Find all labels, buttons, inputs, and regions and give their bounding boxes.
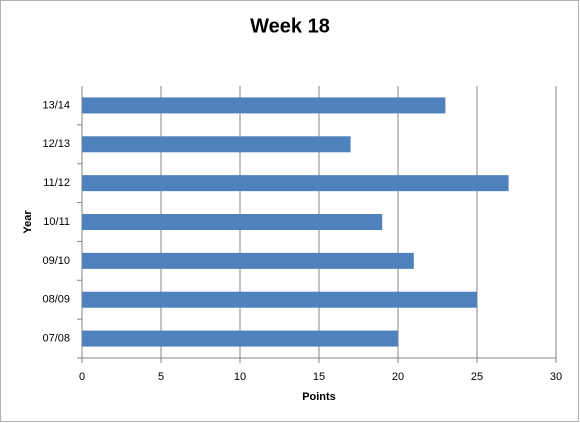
y-tick-label: 12/13 [42,138,70,150]
bar [82,175,509,192]
y-tick-label: 10/11 [43,216,70,228]
bar [82,252,414,269]
y-tick-label: 13/14 [42,99,70,111]
chart-title: Week 18 [250,15,330,37]
x-axis-title: Points [302,391,336,403]
y-tick-label: 08/09 [42,294,70,306]
x-tick-label: 15 [313,371,325,383]
x-tick-label: 0 [79,371,85,383]
bar [82,136,351,153]
bar [82,291,477,308]
y-tick-label: 09/10 [42,255,70,267]
x-tick-label: 20 [392,371,404,383]
x-tick-label: 10 [234,371,246,383]
x-tick-label: 30 [550,371,562,383]
bar [82,214,383,230]
bar [82,97,446,114]
y-tick-label: 11/12 [43,177,70,189]
x-tick-label: 25 [471,371,483,383]
y-tick-label: 07/08 [42,332,70,344]
x-tick-label: 5 [158,371,164,383]
bar [82,330,398,347]
y-axis-title: Year [22,210,34,234]
